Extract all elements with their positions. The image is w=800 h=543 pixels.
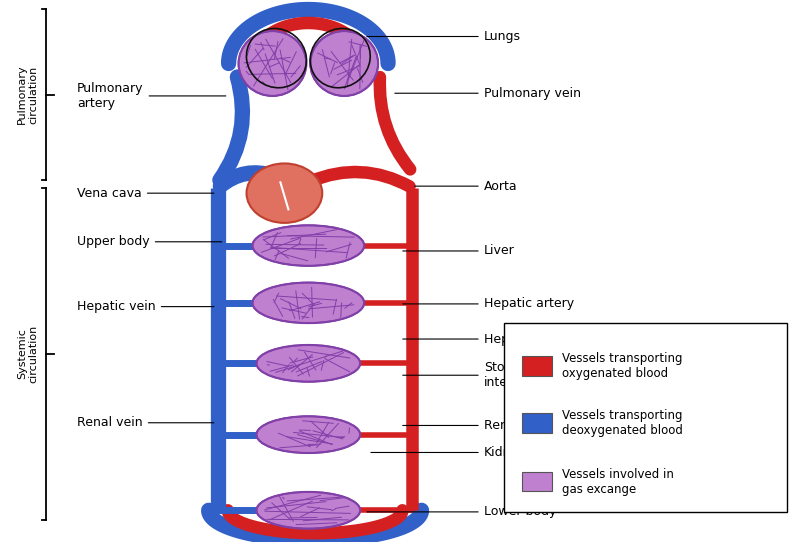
Text: Upper body: Upper body: [77, 235, 222, 248]
Ellipse shape: [257, 492, 360, 529]
FancyBboxPatch shape: [504, 323, 786, 512]
Text: Vessels transporting
deoxygenated blood: Vessels transporting deoxygenated blood: [562, 409, 682, 437]
Text: Vessels involved in
gas excange: Vessels involved in gas excange: [562, 468, 674, 496]
Ellipse shape: [310, 31, 378, 96]
Ellipse shape: [253, 282, 364, 323]
FancyBboxPatch shape: [522, 413, 552, 433]
Text: Renal vein: Renal vein: [77, 416, 214, 430]
Text: Kidneys: Kidneys: [371, 446, 533, 459]
Text: Vessels transporting
oxygenated blood: Vessels transporting oxygenated blood: [562, 352, 682, 380]
FancyBboxPatch shape: [522, 472, 552, 491]
Text: Renal artery: Renal artery: [402, 419, 561, 432]
Ellipse shape: [238, 31, 306, 96]
Text: Systemic
circulation: Systemic circulation: [17, 325, 38, 383]
Text: Hepatic portal vein: Hepatic portal vein: [402, 332, 603, 345]
Ellipse shape: [253, 225, 364, 266]
Text: Pulmonary
circulation: Pulmonary circulation: [17, 65, 38, 124]
Text: Hepatic artery: Hepatic artery: [402, 298, 574, 311]
Text: Vena cava: Vena cava: [77, 187, 214, 200]
Ellipse shape: [257, 416, 360, 453]
Text: Liver: Liver: [402, 244, 514, 257]
Text: Stomach,
intestines: Stomach, intestines: [402, 361, 545, 389]
Text: Pulmonary
artery: Pulmonary artery: [77, 82, 226, 110]
Text: Lower body: Lower body: [367, 506, 556, 519]
Text: Pulmonary vein: Pulmonary vein: [395, 87, 581, 100]
Text: Hepatic vein: Hepatic vein: [77, 300, 214, 313]
FancyBboxPatch shape: [522, 356, 552, 376]
Text: Aorta: Aorta: [414, 180, 518, 193]
Text: Lungs: Lungs: [367, 30, 521, 43]
Ellipse shape: [246, 163, 322, 223]
Ellipse shape: [257, 345, 360, 382]
